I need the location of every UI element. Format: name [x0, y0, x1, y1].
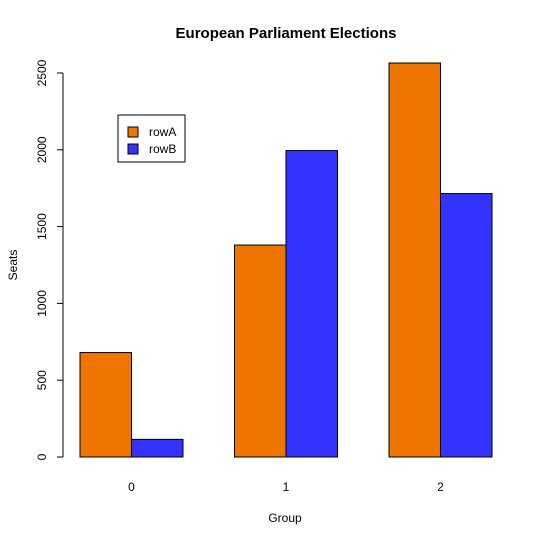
- y-tick-label: 0: [35, 453, 49, 460]
- y-tick-label: 1500: [35, 213, 49, 240]
- bars: [79, 62, 493, 458]
- chart-title: European Parliament Elections: [176, 25, 397, 42]
- legend: rowA rowB: [117, 114, 186, 163]
- x-tick-label: 1: [283, 480, 290, 494]
- legend-swatch-rowA: [127, 126, 139, 138]
- bar-rowA-2: [388, 62, 441, 458]
- legend-label-rowB: rowB: [149, 142, 176, 156]
- x-tick-label: 0: [128, 480, 135, 494]
- bar-rowB-0: [131, 438, 184, 458]
- x-tick-label: 2: [437, 480, 444, 494]
- y-tick-label: 2000: [35, 136, 49, 163]
- legend-swatch-rowB: [127, 143, 139, 155]
- bar-rowA-1: [234, 244, 287, 458]
- y-tick-label: 2500: [35, 59, 49, 86]
- y-tick-label: 500: [35, 370, 49, 390]
- bar-rowB-2: [440, 193, 493, 458]
- y-axis-label: Seats: [6, 250, 20, 281]
- x-axis-labels: 0 1 2: [128, 480, 444, 494]
- bar-rowB-1: [285, 150, 338, 458]
- y-axis: 0 500 1000 1500 2000 2500: [35, 59, 64, 460]
- y-tick-label: 1000: [35, 290, 49, 317]
- legend-label-rowA: rowA: [149, 125, 176, 139]
- x-axis-label: Group: [268, 511, 302, 525]
- bar-rowA-0: [79, 352, 132, 458]
